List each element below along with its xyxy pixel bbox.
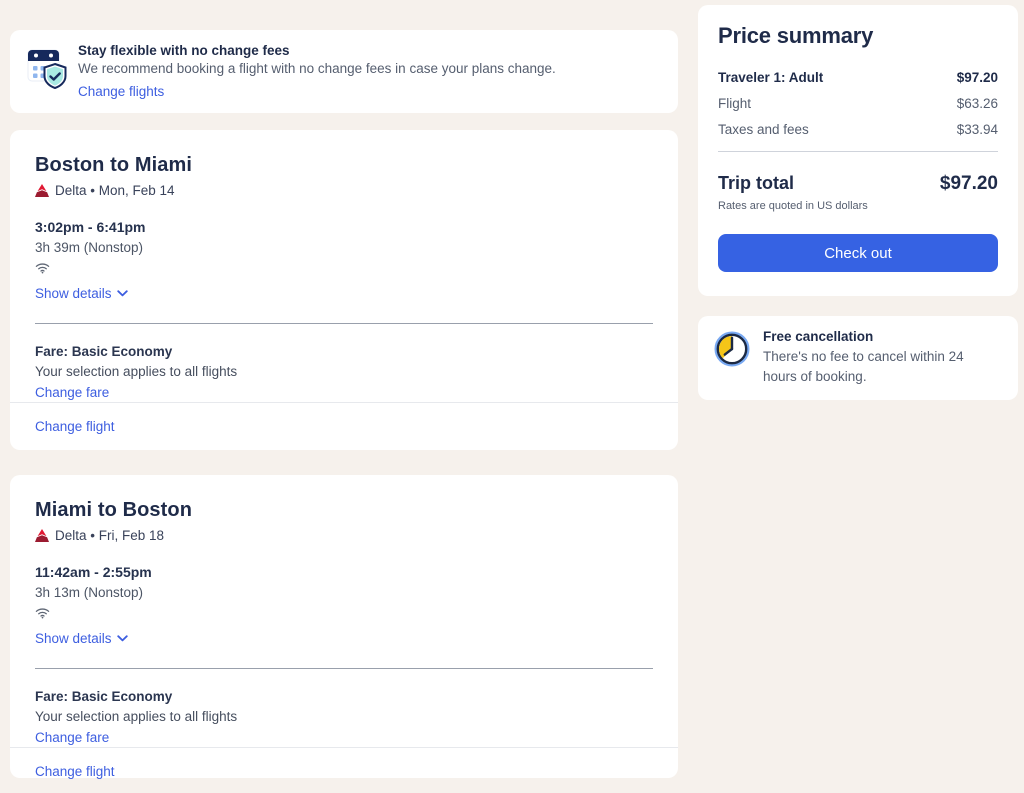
cancellation-text: Free cancellation There's no fee to canc… — [763, 329, 995, 386]
chevron-down-icon — [116, 290, 128, 297]
card-footer: Change flight — [10, 402, 678, 454]
change-flight-link[interactable]: Change flight — [35, 764, 115, 779]
show-details-label: Show details — [35, 286, 112, 301]
show-details-label: Show details — [35, 631, 112, 646]
change-flights-link[interactable]: Change flights — [78, 84, 165, 99]
price-rows: Traveler 1: Adult $97.20 Flight $63.26 T… — [718, 70, 998, 137]
route-title: Boston to Miami — [35, 154, 193, 176]
price-row-flight: Flight $63.26 — [718, 96, 998, 111]
delta-logo-icon — [35, 184, 49, 197]
flight-duration: 3h 39m (Nonstop) — [35, 240, 144, 255]
price-summary-title: Price summary — [718, 23, 874, 48]
flight-duration: 3h 13m (Nonstop) — [35, 585, 144, 600]
amenity-row — [35, 261, 653, 274]
price-divider — [718, 151, 998, 152]
trip-total-row: Trip total $97.20 — [718, 173, 998, 195]
price-row-label: Taxes and fees — [718, 122, 809, 137]
price-row-label: Traveler 1: Adult — [718, 70, 824, 85]
banner-text: Stay flexible with no change fees We rec… — [78, 43, 556, 101]
price-summary-card: Price summary Traveler 1: Adult $97.20 F… — [698, 5, 1018, 296]
carrier-row: Delta • Mon, Feb 14 — [35, 183, 653, 198]
main-column: Stay flexible with no change fees We rec… — [10, 30, 678, 779]
check-out-button[interactable]: Check out — [718, 234, 998, 272]
chevron-down-icon — [116, 635, 128, 642]
change-fare-link[interactable]: Change fare — [35, 385, 110, 400]
summary-column: Price summary Traveler 1: Adult $97.20 F… — [698, 5, 1018, 401]
flight-card-return: Miami to Boston Delta • Fri, Feb 18 11:4… — [10, 475, 678, 779]
free-cancellation-card: Free cancellation There's no fee to canc… — [698, 316, 1018, 401]
fare-divider — [35, 323, 653, 324]
amenity-row — [35, 606, 653, 619]
show-details-link[interactable]: Show details — [35, 631, 128, 646]
price-row-value: $63.26 — [956, 96, 998, 111]
fare-note: Your selection applies to all flights — [35, 364, 238, 379]
flight-card-outbound: Boston to Miami Delta • Mon, Feb 14 3:02… — [10, 130, 678, 450]
cancellation-description: There's no fee to cancel within 24 hours… — [763, 349, 964, 384]
price-row-value: $33.94 — [956, 122, 998, 137]
carrier-date-label: Delta • Mon, Feb 14 — [55, 183, 175, 198]
fare-divider — [35, 668, 653, 669]
fare-block: Fare: Basic Economy Your selection appli… — [35, 689, 653, 747]
route-title: Miami to Boston — [35, 499, 193, 521]
cancellation-title: Free cancellation — [763, 329, 874, 344]
fare-block: Fare: Basic Economy Your selection appli… — [35, 344, 653, 402]
fare-name: Fare: Basic Economy — [35, 689, 173, 704]
show-details-link[interactable]: Show details — [35, 286, 128, 301]
wifi-icon — [35, 263, 50, 274]
wifi-icon — [35, 608, 50, 619]
trip-total-value: $97.20 — [939, 173, 998, 194]
fare-name: Fare: Basic Economy — [35, 344, 173, 359]
fare-note: Your selection applies to all flights — [35, 709, 238, 724]
flexibility-banner: Stay flexible with no change fees We rec… — [10, 30, 678, 113]
trip-total-label: Trip total — [718, 173, 794, 193]
price-row-taxes: Taxes and fees $33.94 — [718, 122, 998, 137]
carrier-row: Delta • Fri, Feb 18 — [35, 528, 653, 543]
banner-description: We recommend booking a flight with no ch… — [78, 61, 556, 76]
card-footer: Change flight — [10, 747, 678, 793]
price-row-traveler: Traveler 1: Adult $97.20 — [718, 70, 998, 85]
flight-times: 3:02pm - 6:41pm — [35, 219, 146, 235]
carrier-date-label: Delta • Fri, Feb 18 — [55, 528, 165, 543]
delta-logo-icon — [35, 529, 49, 542]
rates-note: Rates are quoted in US dollars — [718, 200, 868, 212]
change-flight-link[interactable]: Change flight — [35, 419, 115, 434]
price-row-value: $97.20 — [956, 70, 998, 85]
price-row-label: Flight — [718, 96, 752, 111]
flight-times: 11:42am - 2:55pm — [35, 564, 152, 580]
change-fare-link[interactable]: Change fare — [35, 730, 110, 745]
clock-icon — [714, 331, 750, 372]
banner-title: Stay flexible with no change fees — [78, 43, 290, 58]
calendar-shield-icon — [26, 45, 68, 98]
